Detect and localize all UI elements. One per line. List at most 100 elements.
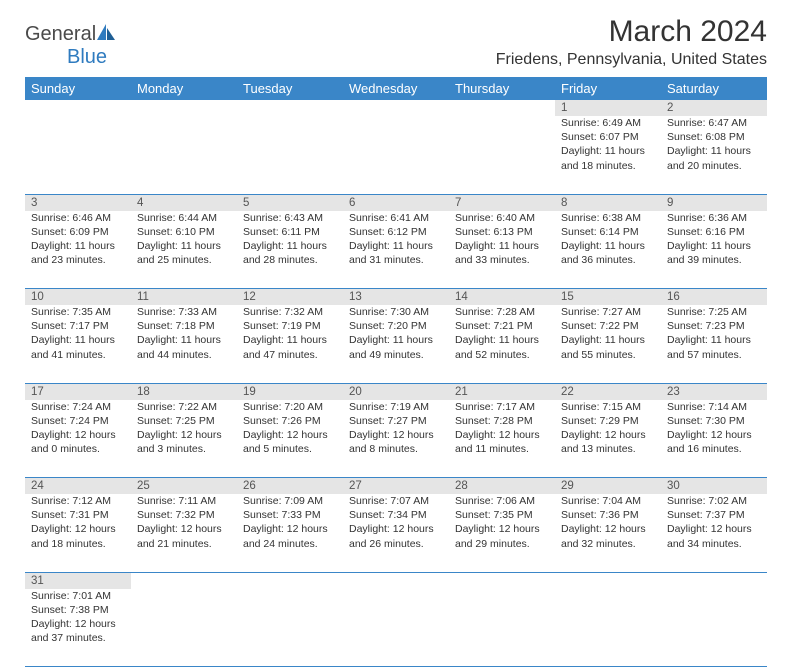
daynum-cell: 3 bbox=[25, 194, 131, 211]
day-ss: Sunset: 7:34 PM bbox=[349, 508, 443, 522]
week-row: Sunrise: 7:35 AMSunset: 7:17 PMDaylight:… bbox=[25, 305, 767, 383]
day-dl2: and 21 minutes. bbox=[137, 537, 231, 551]
daynum-cell bbox=[343, 572, 449, 589]
day-dl1: Daylight: 11 hours bbox=[455, 239, 549, 253]
day-dl2: and 32 minutes. bbox=[561, 537, 655, 551]
day-cell bbox=[343, 589, 449, 667]
day-ss: Sunset: 7:27 PM bbox=[349, 414, 443, 428]
day-ss: Sunset: 6:14 PM bbox=[561, 225, 655, 239]
day-header-cell: Thursday bbox=[449, 77, 555, 100]
daynum-cell: 12 bbox=[237, 289, 343, 306]
day-dl1: Daylight: 11 hours bbox=[349, 333, 443, 347]
daynum-row: 24252627282930 bbox=[25, 478, 767, 495]
day-ss: Sunset: 7:26 PM bbox=[243, 414, 337, 428]
day-cell bbox=[449, 116, 555, 194]
day-dl1: Daylight: 12 hours bbox=[31, 428, 125, 442]
day-ss: Sunset: 7:33 PM bbox=[243, 508, 337, 522]
week-row: Sunrise: 6:46 AMSunset: 6:09 PMDaylight:… bbox=[25, 211, 767, 289]
day-dl2: and 47 minutes. bbox=[243, 348, 337, 362]
daynum-cell: 13 bbox=[343, 289, 449, 306]
day-dl1: Daylight: 12 hours bbox=[561, 428, 655, 442]
day-dl1: Daylight: 11 hours bbox=[349, 239, 443, 253]
day-cell: Sunrise: 7:02 AMSunset: 7:37 PMDaylight:… bbox=[661, 494, 767, 572]
day-ss: Sunset: 7:37 PM bbox=[667, 508, 761, 522]
day-dl2: and 24 minutes. bbox=[243, 537, 337, 551]
day-dl2: and 25 minutes. bbox=[137, 253, 231, 267]
day-dl1: Daylight: 12 hours bbox=[137, 522, 231, 536]
day-dl2: and 20 minutes. bbox=[667, 159, 761, 173]
day-cell: Sunrise: 7:01 AMSunset: 7:38 PMDaylight:… bbox=[25, 589, 131, 667]
day-ss: Sunset: 7:29 PM bbox=[561, 414, 655, 428]
daynum-cell bbox=[131, 100, 237, 116]
day-ss: Sunset: 7:18 PM bbox=[137, 319, 231, 333]
calendar-body: SundayMondayTuesdayWednesdayThursdayFrid… bbox=[25, 77, 767, 667]
daynum-cell: 29 bbox=[555, 478, 661, 495]
day-cell: Sunrise: 7:14 AMSunset: 7:30 PMDaylight:… bbox=[661, 400, 767, 478]
day-header-cell: Friday bbox=[555, 77, 661, 100]
day-dl1: Daylight: 11 hours bbox=[667, 239, 761, 253]
day-sr: Sunrise: 7:17 AM bbox=[455, 400, 549, 414]
day-sr: Sunrise: 7:30 AM bbox=[349, 305, 443, 319]
daynum-cell: 30 bbox=[661, 478, 767, 495]
day-dl1: Daylight: 11 hours bbox=[137, 333, 231, 347]
day-cell bbox=[343, 116, 449, 194]
day-cell: Sunrise: 7:11 AMSunset: 7:32 PMDaylight:… bbox=[131, 494, 237, 572]
daynum-cell: 19 bbox=[237, 383, 343, 400]
day-cell: Sunrise: 7:12 AMSunset: 7:31 PMDaylight:… bbox=[25, 494, 131, 572]
day-dl2: and 16 minutes. bbox=[667, 442, 761, 456]
day-dl2: and 5 minutes. bbox=[243, 442, 337, 456]
day-cell bbox=[449, 589, 555, 667]
daynum-cell bbox=[237, 572, 343, 589]
title-block: March 2024 Friedens, Pennsylvania, Unite… bbox=[496, 15, 767, 75]
day-dl1: Daylight: 11 hours bbox=[561, 144, 655, 158]
day-ss: Sunset: 6:08 PM bbox=[667, 130, 761, 144]
day-dl2: and 26 minutes. bbox=[349, 537, 443, 551]
calendar-table: SundayMondayTuesdayWednesdayThursdayFrid… bbox=[25, 77, 767, 667]
day-cell bbox=[237, 589, 343, 667]
day-ss: Sunset: 6:16 PM bbox=[667, 225, 761, 239]
day-dl2: and 28 minutes. bbox=[243, 253, 337, 267]
day-sr: Sunrise: 7:07 AM bbox=[349, 494, 443, 508]
daynum-cell: 4 bbox=[131, 194, 237, 211]
month-title: March 2024 bbox=[496, 15, 767, 49]
daynum-cell: 2 bbox=[661, 100, 767, 116]
day-sr: Sunrise: 6:36 AM bbox=[667, 211, 761, 225]
day-ss: Sunset: 7:35 PM bbox=[455, 508, 549, 522]
day-header-cell: Tuesday bbox=[237, 77, 343, 100]
day-sr: Sunrise: 7:28 AM bbox=[455, 305, 549, 319]
day-header-cell: Monday bbox=[131, 77, 237, 100]
daynum-cell: 14 bbox=[449, 289, 555, 306]
day-dl2: and 11 minutes. bbox=[455, 442, 549, 456]
day-ss: Sunset: 6:12 PM bbox=[349, 225, 443, 239]
daynum-cell: 9 bbox=[661, 194, 767, 211]
daynum-cell bbox=[25, 100, 131, 116]
daynum-row: 31 bbox=[25, 572, 767, 589]
day-sr: Sunrise: 7:35 AM bbox=[31, 305, 125, 319]
daynum-cell: 1 bbox=[555, 100, 661, 116]
day-sr: Sunrise: 7:02 AM bbox=[667, 494, 761, 508]
daynum-cell: 31 bbox=[25, 572, 131, 589]
day-ss: Sunset: 7:22 PM bbox=[561, 319, 655, 333]
day-cell: Sunrise: 7:32 AMSunset: 7:19 PMDaylight:… bbox=[237, 305, 343, 383]
day-cell: Sunrise: 7:33 AMSunset: 7:18 PMDaylight:… bbox=[131, 305, 237, 383]
day-sr: Sunrise: 7:25 AM bbox=[667, 305, 761, 319]
day-sr: Sunrise: 7:12 AM bbox=[31, 494, 125, 508]
logo-text: General Blue bbox=[25, 23, 115, 69]
day-dl2: and 49 minutes. bbox=[349, 348, 443, 362]
daynum-cell bbox=[661, 572, 767, 589]
day-ss: Sunset: 6:07 PM bbox=[561, 130, 655, 144]
day-dl2: and 3 minutes. bbox=[137, 442, 231, 456]
day-ss: Sunset: 6:11 PM bbox=[243, 225, 337, 239]
daynum-cell: 16 bbox=[661, 289, 767, 306]
day-sr: Sunrise: 6:41 AM bbox=[349, 211, 443, 225]
day-cell: Sunrise: 6:49 AMSunset: 6:07 PMDaylight:… bbox=[555, 116, 661, 194]
day-cell: Sunrise: 6:36 AMSunset: 6:16 PMDaylight:… bbox=[661, 211, 767, 289]
day-dl1: Daylight: 11 hours bbox=[243, 239, 337, 253]
day-dl1: Daylight: 11 hours bbox=[455, 333, 549, 347]
daynum-cell: 27 bbox=[343, 478, 449, 495]
day-ss: Sunset: 7:24 PM bbox=[31, 414, 125, 428]
daynum-cell: 25 bbox=[131, 478, 237, 495]
day-dl2: and 18 minutes. bbox=[31, 537, 125, 551]
daynum-cell: 6 bbox=[343, 194, 449, 211]
day-sr: Sunrise: 7:06 AM bbox=[455, 494, 549, 508]
